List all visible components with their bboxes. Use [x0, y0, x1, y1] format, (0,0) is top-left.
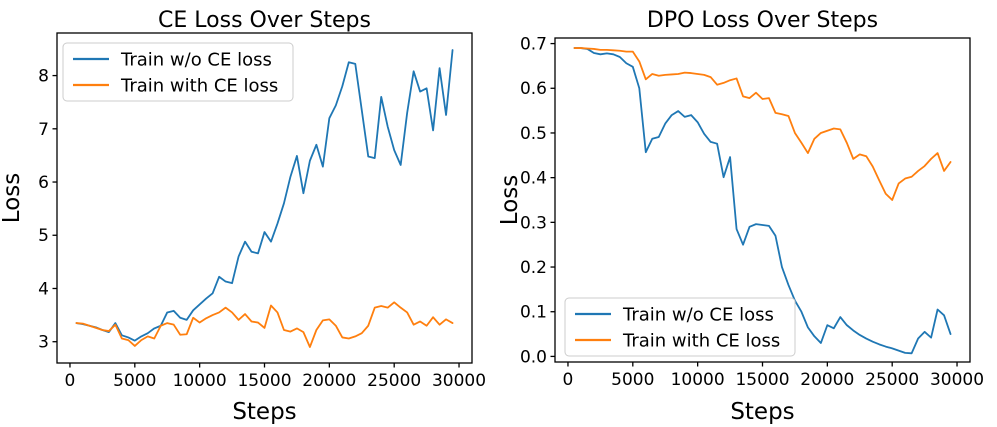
y-tick-label: 0.0 [520, 347, 547, 367]
x-tick-label: 0 [563, 370, 574, 390]
x-tick-label: 5000 [113, 371, 156, 391]
x-tick-label: 10000 [671, 370, 725, 390]
y-tick-label: 0.3 [520, 213, 547, 233]
x-axis-label: Steps [730, 399, 794, 425]
y-tick-label: 0.6 [520, 79, 547, 99]
y-tick-label: 6 [38, 173, 49, 193]
y-tick-label: 4 [38, 279, 49, 299]
x-tick-label: 15000 [237, 371, 291, 391]
legend-label-train-w-o-ce-loss: Train w/o CE loss [622, 304, 774, 325]
x-tick-label: 20000 [302, 371, 356, 391]
y-tick-label: 3 [38, 333, 49, 353]
legend-label-train-with-ce-loss: Train with CE loss [622, 330, 780, 351]
chart-ce-loss: 0 5000 10000 15000 20000 25000 30000 3 4 5 6 7 8 CE L… [0, 0, 497, 427]
chart-dpo-loss: 0 5000 10000 15000 20000 25000 30000 0.0 0.1 0.2 0… [497, 0, 997, 427]
y-axis-label: Loss [0, 173, 25, 223]
plot-svg: 0 5000 10000 15000 20000 25000 30000 3 4 5 6 7 8 CE L… [0, 8, 486, 425]
series-line-train-w-o-ce-loss [573, 47, 952, 355]
x-tick-label: 25000 [367, 371, 421, 391]
y-axis-label: Loss [497, 175, 523, 225]
y-tick-label: 0.2 [520, 258, 547, 278]
x-tick-label: 5000 [611, 370, 654, 390]
y-tick-label: 5 [38, 226, 49, 246]
x-tick-label: 30000 [930, 370, 984, 390]
legend-box [62, 42, 294, 102]
legend-label-train-with-ce-loss: Train with CE loss [120, 75, 278, 96]
chart-title: CE Loss Over Steps [158, 8, 371, 33]
x-tick-label: 0 [65, 371, 76, 391]
plot-svg: 0 5000 10000 15000 20000 25000 30000 0.0 0.1 0.2 0… [497, 8, 984, 425]
x-axis-label: Steps [232, 399, 296, 425]
y-tick-label: 7 [38, 120, 49, 140]
x-tick-label: 15000 [735, 370, 789, 390]
series-line-train-w-o-ce-loss [75, 49, 454, 342]
y-tick-label: 0.5 [520, 124, 547, 144]
x-tick-label: 25000 [865, 370, 919, 390]
x-tick-label: 30000 [432, 371, 486, 391]
y-tick-label: 0.1 [520, 303, 547, 323]
x-tick-label: 20000 [800, 370, 854, 390]
series-line-train-with-ce-loss [573, 47, 952, 201]
x-tick-label: 10000 [173, 371, 227, 391]
y-tick-label: 0.7 [520, 35, 547, 55]
y-tick-label: 0.4 [520, 169, 547, 189]
legend-label-train-w-o-ce-loss: Train w/o CE loss [120, 49, 272, 70]
series-line-train-with-ce-loss [75, 301, 454, 348]
y-tick-label: 8 [38, 67, 49, 87]
legend-box [564, 297, 796, 357]
chart-title: DPO Loss Over Steps [647, 8, 878, 33]
